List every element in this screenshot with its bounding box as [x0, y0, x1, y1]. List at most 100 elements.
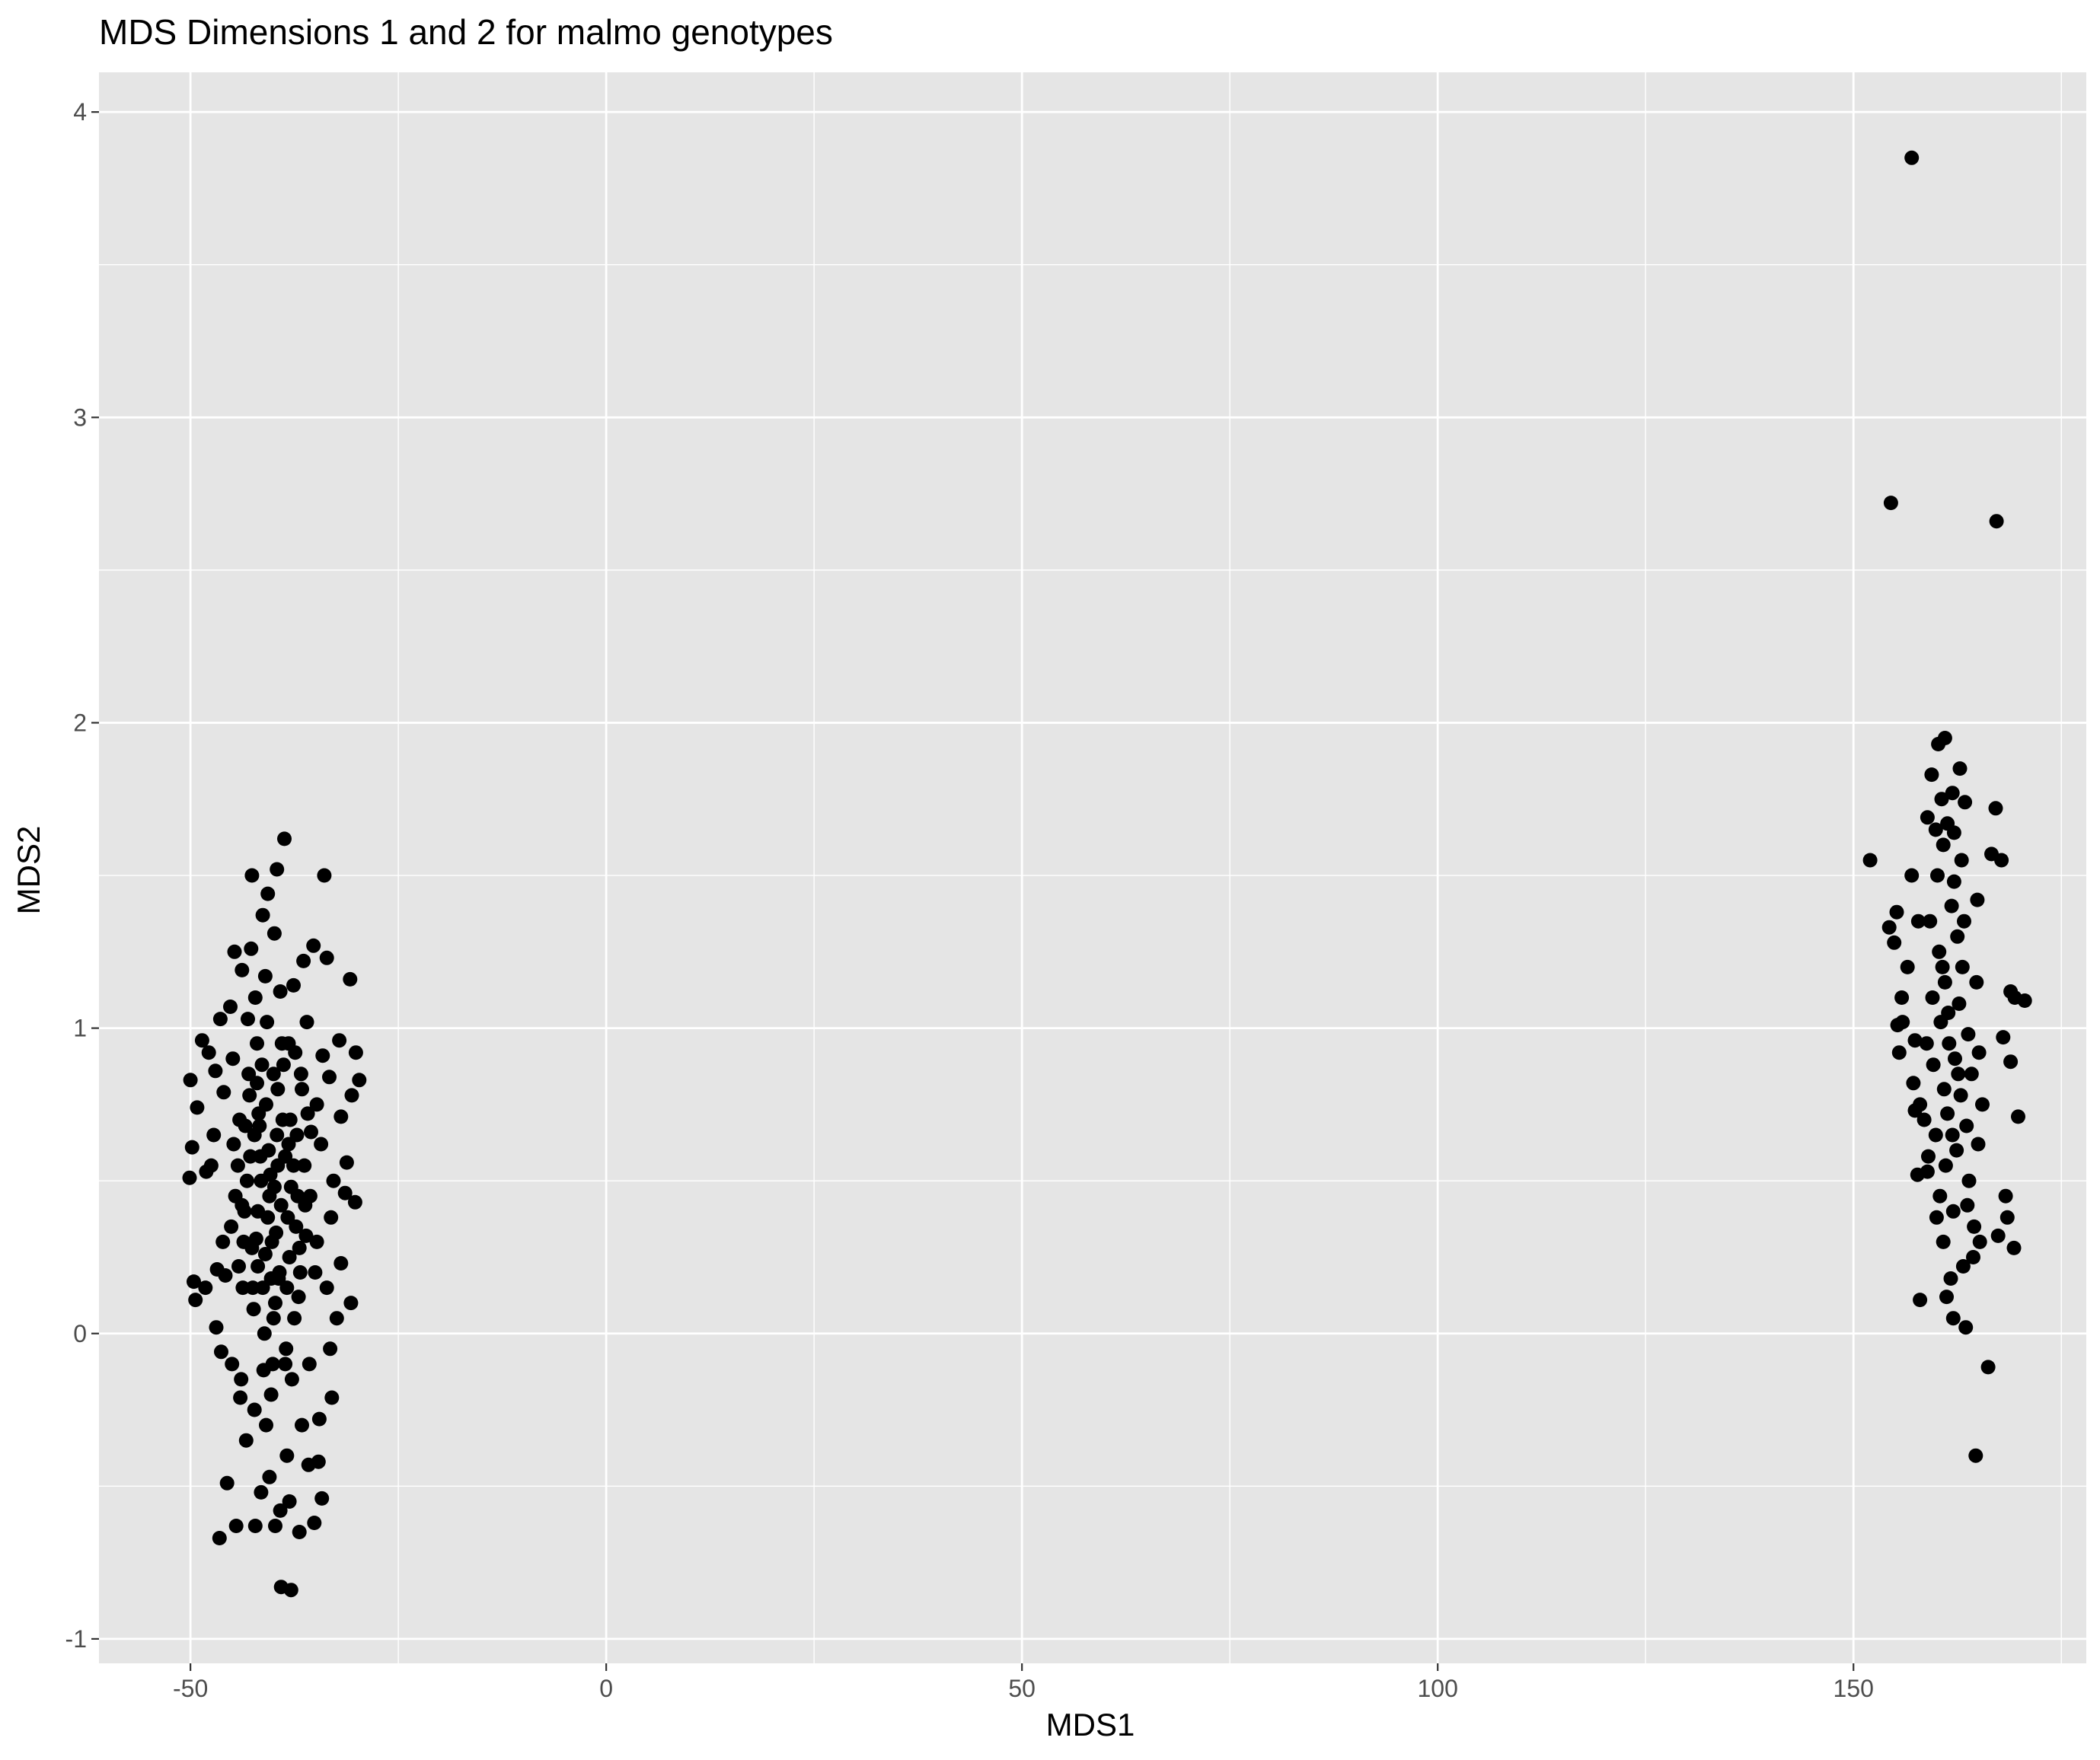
data-point	[265, 1357, 280, 1372]
data-point	[233, 1390, 248, 1405]
data-point	[297, 1158, 312, 1173]
data-point	[1942, 1036, 1957, 1051]
data-point	[231, 1259, 246, 1274]
data-point	[270, 862, 285, 877]
data-point	[270, 1158, 286, 1173]
data-point	[266, 1067, 281, 1082]
data-point	[302, 1357, 317, 1372]
data-point	[1945, 1127, 1960, 1143]
data-point	[227, 944, 242, 959]
data-point	[230, 1158, 245, 1173]
data-point	[214, 1344, 228, 1360]
data-point	[1950, 929, 1965, 944]
y-tick-label: 4	[73, 98, 87, 126]
data-point	[255, 1280, 270, 1296]
data-point	[1957, 913, 1971, 929]
data-point	[273, 1503, 288, 1518]
data-point	[343, 971, 358, 987]
data-point	[1937, 974, 1952, 990]
data-point	[1944, 898, 1959, 913]
data-point	[1964, 1067, 1979, 1082]
data-point	[1946, 825, 1961, 840]
data-point	[289, 1127, 305, 1143]
data-point	[259, 1097, 273, 1112]
data-point	[1958, 1320, 1974, 1335]
data-point	[1952, 761, 1968, 776]
data-point	[307, 1516, 322, 1530]
data-point	[1928, 822, 1943, 837]
data-point	[1900, 959, 1915, 974]
data-point	[1971, 1045, 1987, 1060]
data-point	[352, 1073, 367, 1088]
x-tick-label: 0	[599, 1675, 613, 1702]
data-point	[273, 984, 288, 999]
data-point	[183, 1073, 198, 1088]
data-point	[1921, 1149, 1936, 1164]
data-point	[247, 1402, 262, 1417]
data-point	[1961, 1173, 1977, 1188]
data-point	[228, 1519, 244, 1533]
data-point	[332, 1033, 347, 1048]
data-point	[1936, 1082, 1952, 1097]
data-point	[1994, 853, 2009, 868]
data-point	[260, 1015, 275, 1030]
data-point	[1989, 514, 2004, 529]
data-point	[212, 1531, 227, 1545]
data-point	[250, 1036, 264, 1051]
data-point	[347, 1194, 362, 1210]
data-point	[226, 1137, 241, 1152]
data-point	[343, 1296, 359, 1311]
data-point	[319, 1280, 334, 1296]
data-point	[308, 1265, 323, 1280]
data-point	[1920, 1164, 1935, 1179]
data-point	[2003, 1054, 2019, 1070]
data-point	[247, 1519, 263, 1533]
data-point	[264, 1234, 279, 1249]
data-point	[334, 1109, 349, 1124]
data-point	[286, 977, 301, 993]
data-point	[247, 990, 263, 1005]
data-point	[348, 1045, 363, 1060]
data-point	[1998, 1188, 2013, 1204]
data-point	[199, 1164, 214, 1179]
data-point	[292, 1525, 307, 1539]
data-point	[279, 1280, 295, 1296]
data-point	[273, 1580, 289, 1595]
data-point	[275, 1112, 290, 1127]
data-point	[1928, 1127, 1943, 1143]
data-point	[268, 1519, 282, 1533]
data-point	[235, 1197, 250, 1213]
data-point	[289, 1219, 304, 1234]
data-point	[1943, 1271, 1958, 1286]
data-point	[209, 1262, 225, 1277]
data-point	[242, 1088, 257, 1103]
data-point	[326, 1173, 341, 1188]
data-point	[334, 1256, 349, 1271]
data-point	[1906, 1076, 1921, 1091]
data-point	[298, 1228, 314, 1243]
data-point	[235, 962, 250, 977]
data-point	[302, 1188, 318, 1204]
data-point	[1931, 737, 1946, 751]
data-point	[270, 1082, 286, 1097]
data-point	[315, 1048, 330, 1063]
data-point	[1920, 810, 1935, 825]
data-point	[244, 868, 260, 883]
data-point	[311, 1411, 327, 1427]
data-point	[250, 1076, 264, 1091]
data-point	[322, 1070, 337, 1085]
data-point	[1955, 959, 1970, 974]
data-point	[1959, 1118, 1974, 1133]
data-point	[279, 1341, 294, 1357]
data-point	[1967, 1219, 1982, 1234]
data-point	[1951, 1067, 1966, 1082]
data-point	[1887, 935, 1902, 950]
data-point	[1999, 1210, 2015, 1225]
data-point	[1919, 1036, 1934, 1051]
data-point	[245, 1280, 260, 1296]
data-point	[1960, 1197, 1975, 1213]
data-point	[1932, 1188, 1948, 1204]
data-point	[314, 1137, 329, 1152]
data-point	[1907, 1103, 1923, 1118]
